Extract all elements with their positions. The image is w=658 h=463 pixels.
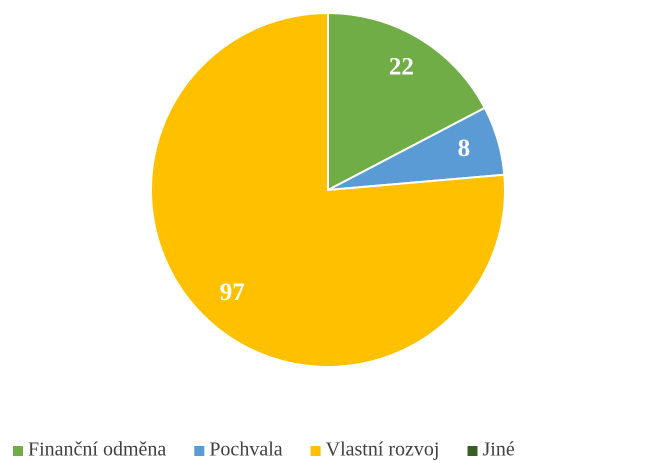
legend-label: Vlastní rozvoj bbox=[326, 439, 440, 461]
pie-slice bbox=[150, 11, 506, 368]
data-label: 97 bbox=[220, 279, 245, 306]
legend-label: Finanční odměna bbox=[28, 439, 166, 461]
legend-swatch bbox=[467, 446, 478, 456]
legend-swatch bbox=[13, 446, 23, 456]
data-label: 8 bbox=[458, 135, 471, 162]
legend-label: Jiné bbox=[483, 439, 515, 461]
data-label: 22 bbox=[389, 54, 414, 81]
legend-swatch bbox=[310, 446, 321, 456]
legend-label: Pochvala bbox=[209, 439, 282, 461]
legend-swatch bbox=[194, 446, 205, 456]
pie-slice bbox=[327, 11, 487, 192]
